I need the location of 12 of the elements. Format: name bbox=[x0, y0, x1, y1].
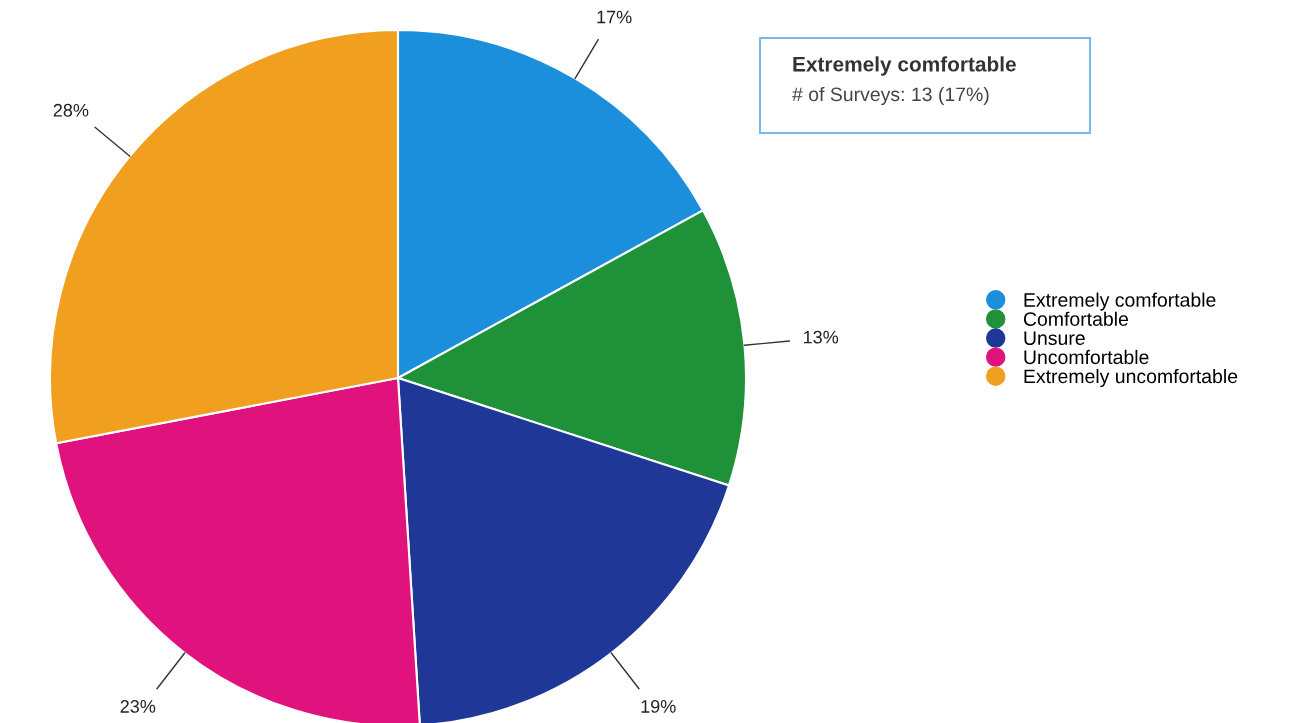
data-label: 17% bbox=[597, 10, 632, 24]
legend-label: Extremely uncomfortable bbox=[1024, 368, 1238, 388]
legend-label: Unsure bbox=[1024, 331, 1085, 346]
legend-label: Comfortable bbox=[1023, 311, 1128, 326]
legend-label: Extremely comfortable bbox=[1024, 292, 1216, 311]
data-label: 28% bbox=[53, 103, 89, 117]
text: # of Surveys: 13 (17%) bbox=[792, 86, 989, 106]
legend-label: Uncomfortable bbox=[1024, 349, 1149, 365]
data-label: 13% bbox=[803, 330, 839, 344]
data-label: 23% bbox=[120, 700, 156, 713]
data-label: 19% bbox=[641, 700, 676, 713]
text: Extremely comfortable bbox=[793, 56, 1016, 76]
